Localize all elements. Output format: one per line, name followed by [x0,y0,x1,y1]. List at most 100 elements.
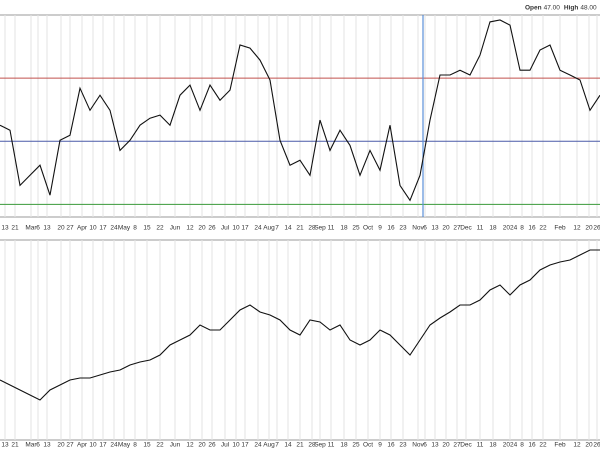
x-tick-label: 20 [198,442,206,449]
x-tick-label: 18 [489,225,497,232]
x-tick-label: 14 [284,225,292,232]
x-tick-label: 2024 [503,442,518,449]
x-tick-label: 22 [156,442,164,449]
x-tick-label: Nov [412,225,424,232]
x-tick-label: 12 [573,225,581,232]
x-tick-label: 28 [308,442,316,449]
x-tick-label: 23 [399,442,407,449]
x-tick-label: 17 [99,225,107,232]
x-tick-label: Oct [363,442,373,449]
x-tick-label: Mar [25,442,37,449]
x-tick-label: 9 [378,442,382,449]
x-tick-label: Feb [554,225,566,232]
x-tick-label: 26 [593,442,600,449]
x-tick-label: 7 [275,442,279,449]
x-tick-label: 20 [57,225,65,232]
x-tick-label: 26 [593,225,600,232]
quote-value: 48.00 [580,5,597,12]
quote-label: Open [525,5,542,12]
x-tick-label: 13 [43,225,51,232]
x-tick-label: 22 [156,225,164,232]
x-tick-label: May [118,442,131,449]
x-tick-label: 21 [296,442,304,449]
x-tick-label: 10 [232,225,240,232]
x-tick-label: 27 [66,225,74,232]
x-tick-label: 22 [539,442,547,449]
data-line [0,19,600,202]
x-tick-label: 24 [254,442,262,449]
x-tick-label: 13 [43,442,51,449]
x-tick-label: 16 [528,225,536,232]
x-tick-label: 11 [328,442,335,449]
quote-label: High [564,5,578,12]
x-tick-label: 10 [89,442,97,449]
x-tick-label: 27 [66,442,74,449]
x-tick-label: Nov [412,442,424,449]
x-tick-label: Dec [460,225,472,232]
x-tick-label: 26 [208,225,216,232]
x-tick-label: 20 [585,225,593,232]
x-tick-label: 15 [143,225,151,232]
x-tick-label: 20 [57,442,65,449]
x-tick-label: 21 [296,225,304,232]
x-tick-label: 8 [520,225,524,232]
x-tick-label: 20 [442,442,450,449]
x-tick-label: 24 [254,225,262,232]
x-tick-label: Jul [221,442,230,449]
x-tick-label: 14 [284,442,292,449]
x-tick-label: Jun [170,225,181,232]
x-tick-label: 21 [11,442,19,449]
x-tick-label: Sep [314,225,326,232]
x-tick-label: 6 [36,225,40,232]
x-tick-label: 18 [340,442,348,449]
x-tick-label: 6 [36,442,40,449]
x-tick-label: 24 [110,225,118,232]
x-tick-label: 13 [1,442,9,449]
x-tick-label: 13 [1,225,9,232]
x-tick-label: 20 [198,225,206,232]
x-tick-label: 25 [352,225,360,232]
x-tick-label: 8 [520,442,524,449]
x-tick-label: 20 [585,442,593,449]
x-tick-label: 21 [11,225,19,232]
x-tick-label: 6 [423,225,427,232]
x-tick-label: 23 [399,225,407,232]
x-tick-label: 16 [387,225,395,232]
x-tick-label: 16 [387,442,395,449]
x-tick-label: 17 [241,442,249,449]
quote-value: 47.00 [544,5,561,12]
x-tick-label: 27 [453,225,461,232]
x-tick-label: 7 [275,225,279,232]
x-tick-label: 20 [442,225,450,232]
x-tick-label: 16 [528,442,536,449]
x-tick-label: 10 [232,442,240,449]
x-tick-label: 25 [352,442,360,449]
x-tick-label: 13 [431,225,439,232]
x-tick-label: 22 [539,225,547,232]
x-tick-label: Dec [460,442,472,449]
x-tick-label: 13 [431,442,439,449]
x-tick-label: May [118,225,131,232]
x-tick-label: Sep [314,442,326,449]
x-tick-label: Apr [77,225,88,232]
x-tick-label: 9 [378,225,382,232]
x-tick-label: 11 [477,442,484,449]
x-tick-label: 10 [89,225,97,232]
x-tick-label: Oct [363,225,373,232]
x-tick-label: Feb [554,442,566,449]
x-tick-label: 11 [477,225,484,232]
x-tick-label: 11 [328,225,335,232]
x-tick-label: 18 [489,442,497,449]
x-tick-label: 2024 [503,225,518,232]
x-tick-label: Mar [25,225,37,232]
x-tick-label: 17 [99,442,107,449]
x-tick-label: 17 [241,225,249,232]
x-tick-label: 8 [133,225,137,232]
x-tick-label: 15 [143,442,151,449]
x-tick-label: 18 [340,225,348,232]
data-line [0,249,600,401]
x-tick-label: 12 [186,225,194,232]
x-tick-label: Aug [263,225,275,232]
x-tick-label: 27 [453,442,461,449]
